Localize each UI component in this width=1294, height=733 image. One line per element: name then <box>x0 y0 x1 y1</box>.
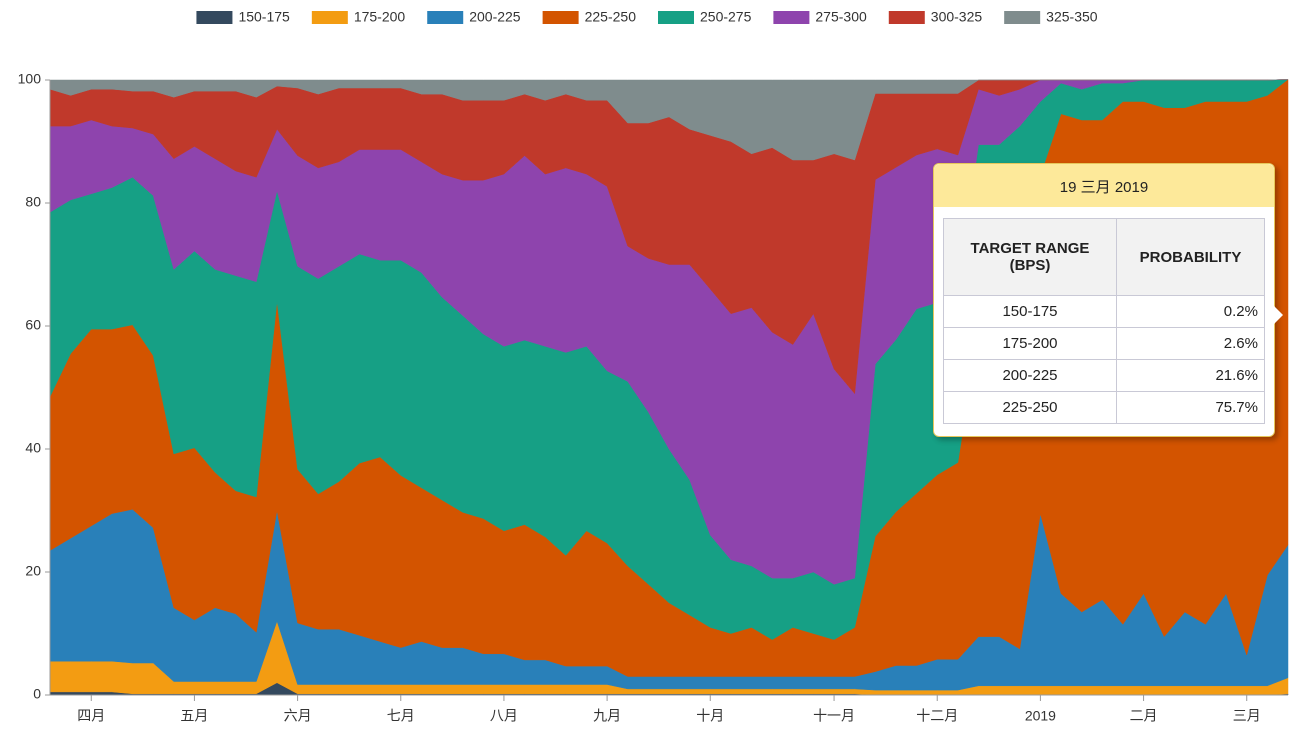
y-tick-label: 100 <box>18 71 42 87</box>
y-tick-label: 0 <box>33 686 41 702</box>
y-tick-label: 60 <box>25 317 41 333</box>
x-tick-label: 四月 <box>77 708 105 724</box>
column-header: PROBABILITY <box>1116 218 1265 296</box>
y-tick-label: 80 <box>25 194 41 210</box>
tooltip-table: TARGET RANGE (BPS) PROBABILITY 150-175 0.… <box>943 218 1265 424</box>
tooltip-row: 225-250 75.7% <box>943 391 1265 424</box>
x-tick-label: 三月 <box>1233 708 1261 724</box>
tooltip-cell: 175-200 <box>943 327 1117 360</box>
legend-swatch <box>311 11 348 24</box>
tooltip-row: 200-225 21.6% <box>943 359 1265 392</box>
legend-swatch <box>542 11 579 24</box>
x-tick-label: 十月 <box>696 708 724 724</box>
tooltip-cell: 0.2% <box>1116 295 1265 328</box>
legend-swatch <box>1004 11 1041 24</box>
legend-swatch <box>196 11 233 24</box>
tooltip-cell: 2.6% <box>1116 327 1265 360</box>
x-tick-label: 二月 <box>1130 708 1158 724</box>
legend-label: 325-350 <box>1046 9 1098 25</box>
y-tick-label: 20 <box>25 563 41 579</box>
x-tick-label: 七月 <box>387 708 415 724</box>
x-tick-label: 八月 <box>490 708 518 724</box>
legend-label: 150-175 <box>238 9 290 25</box>
column-header: TARGET RANGE (BPS) <box>943 218 1117 296</box>
area <box>49 79 1289 161</box>
tooltip-cell: 200-225 <box>943 359 1117 392</box>
legend-label: 300-325 <box>931 9 983 25</box>
legend-swatch <box>427 11 464 24</box>
legend-label: 275-300 <box>815 9 867 25</box>
tooltip-arrow <box>1274 306 1283 324</box>
x-tick-label: 六月 <box>284 708 312 724</box>
legend-swatch <box>658 11 694 24</box>
x-tick-label: 九月 <box>593 708 621 724</box>
tooltip: 19 三月 2019 TARGET RANGE (BPS) PROBABILIT… <box>933 163 1283 437</box>
x-tick-label: 十二月 <box>916 708 958 724</box>
legend-label: 175-200 <box>354 9 406 25</box>
tooltip-cell: 150-175 <box>943 295 1117 328</box>
legend-swatch <box>888 11 925 24</box>
tooltip-cell: 21.6% <box>1116 359 1265 392</box>
x-tick-label: 十一月 <box>813 708 855 724</box>
legend-label: 200-225 <box>469 9 521 25</box>
legend-label: 250-275 <box>700 9 752 25</box>
legend-label: 225-250 <box>585 9 637 25</box>
y-tick-label: 40 <box>25 440 41 456</box>
tooltip-row: 175-200 2.6% <box>943 327 1265 360</box>
legend-swatch <box>773 11 810 24</box>
x-tick-label: 2019 <box>1025 708 1056 724</box>
tooltip-title: 19 三月 2019 <box>934 164 1274 207</box>
tooltip-row: 150-175 0.2% <box>943 295 1265 328</box>
x-tick-label: 五月 <box>180 708 208 724</box>
tooltip-cell: 225-250 <box>943 391 1117 424</box>
tooltip-cell: 75.7% <box>1116 391 1265 424</box>
legend: 150-175 175-200 200-225 225-250 250-275 275-3… <box>196 9 1098 25</box>
